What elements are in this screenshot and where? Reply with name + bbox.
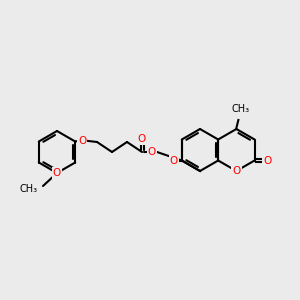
Text: O: O — [78, 136, 86, 146]
Text: O: O — [232, 166, 241, 176]
Text: O: O — [138, 134, 146, 144]
Text: O: O — [170, 155, 178, 166]
Text: O: O — [148, 147, 156, 157]
Text: O: O — [263, 155, 272, 166]
Text: CH₃: CH₃ — [20, 184, 38, 194]
Text: O: O — [53, 168, 61, 178]
Text: CH₃: CH₃ — [231, 104, 249, 114]
Text: O: O — [170, 155, 178, 166]
